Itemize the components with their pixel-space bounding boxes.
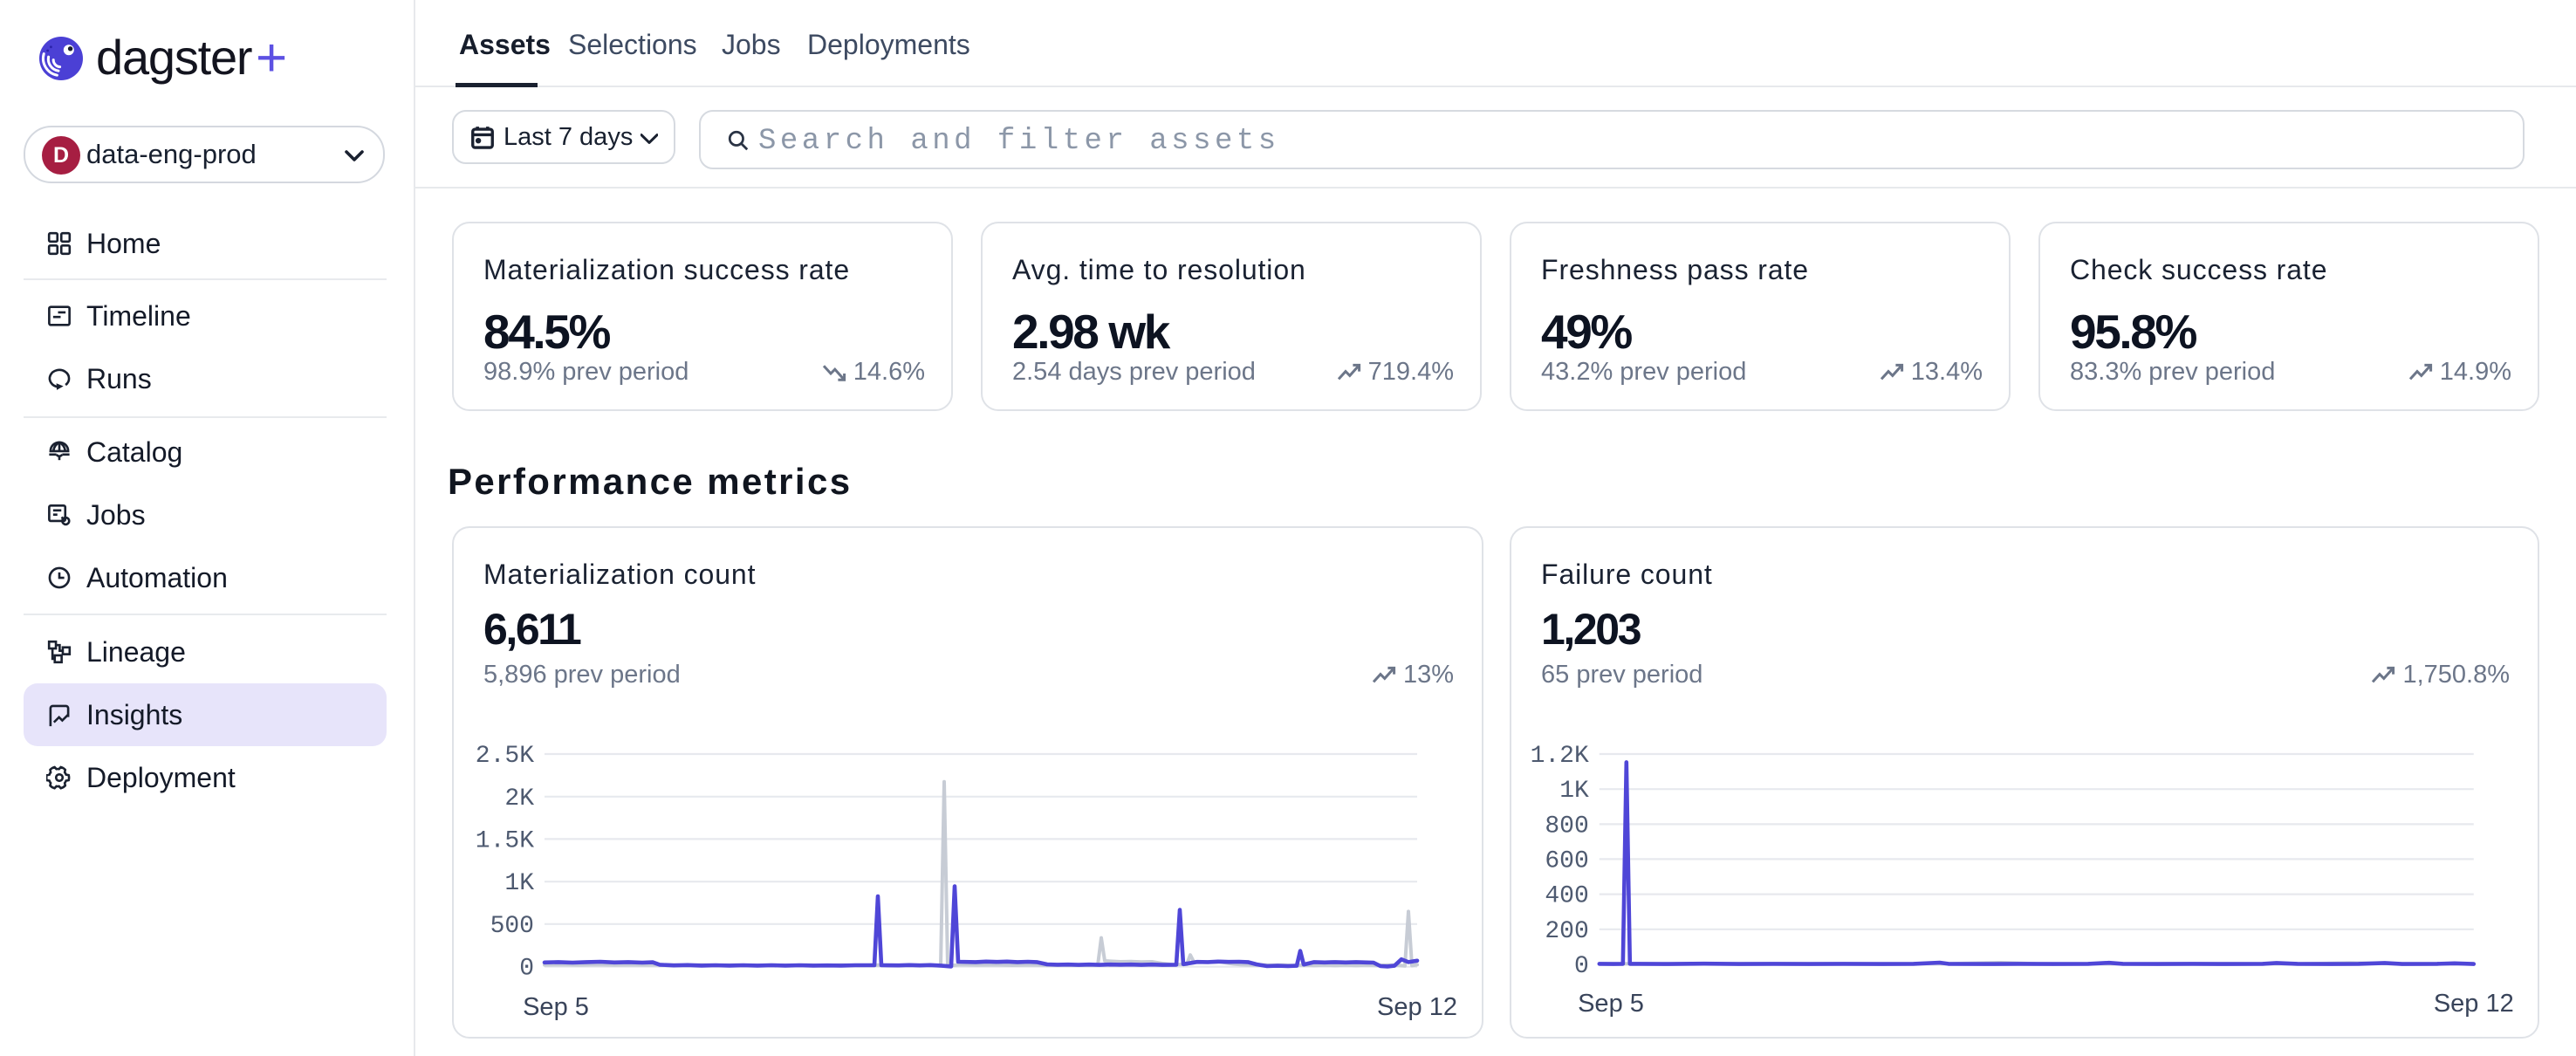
- svg-text:600: 600: [1545, 847, 1588, 874]
- svg-text:0: 0: [1574, 953, 1589, 980]
- svg-text:1.5K: 1.5K: [476, 827, 534, 854]
- svg-text:1K: 1K: [504, 870, 534, 897]
- svg-text:Sep 5: Sep 5: [1578, 990, 1644, 1018]
- svg-text:200: 200: [1545, 918, 1588, 945]
- svg-text:2.5K: 2.5K: [476, 743, 534, 770]
- svg-text:Sep 12: Sep 12: [2434, 990, 2514, 1018]
- svg-text:2K: 2K: [504, 785, 534, 813]
- svg-text:Sep 12: Sep 12: [1377, 993, 1457, 1021]
- svg-text:800: 800: [1545, 813, 1588, 840]
- svg-text:Sep 5: Sep 5: [523, 993, 589, 1021]
- svg-text:1.2K: 1.2K: [1531, 743, 1589, 770]
- svg-text:1K: 1K: [1559, 778, 1589, 805]
- svg-text:400: 400: [1545, 883, 1588, 910]
- svg-text:500: 500: [490, 913, 534, 940]
- svg-text:0: 0: [519, 956, 534, 983]
